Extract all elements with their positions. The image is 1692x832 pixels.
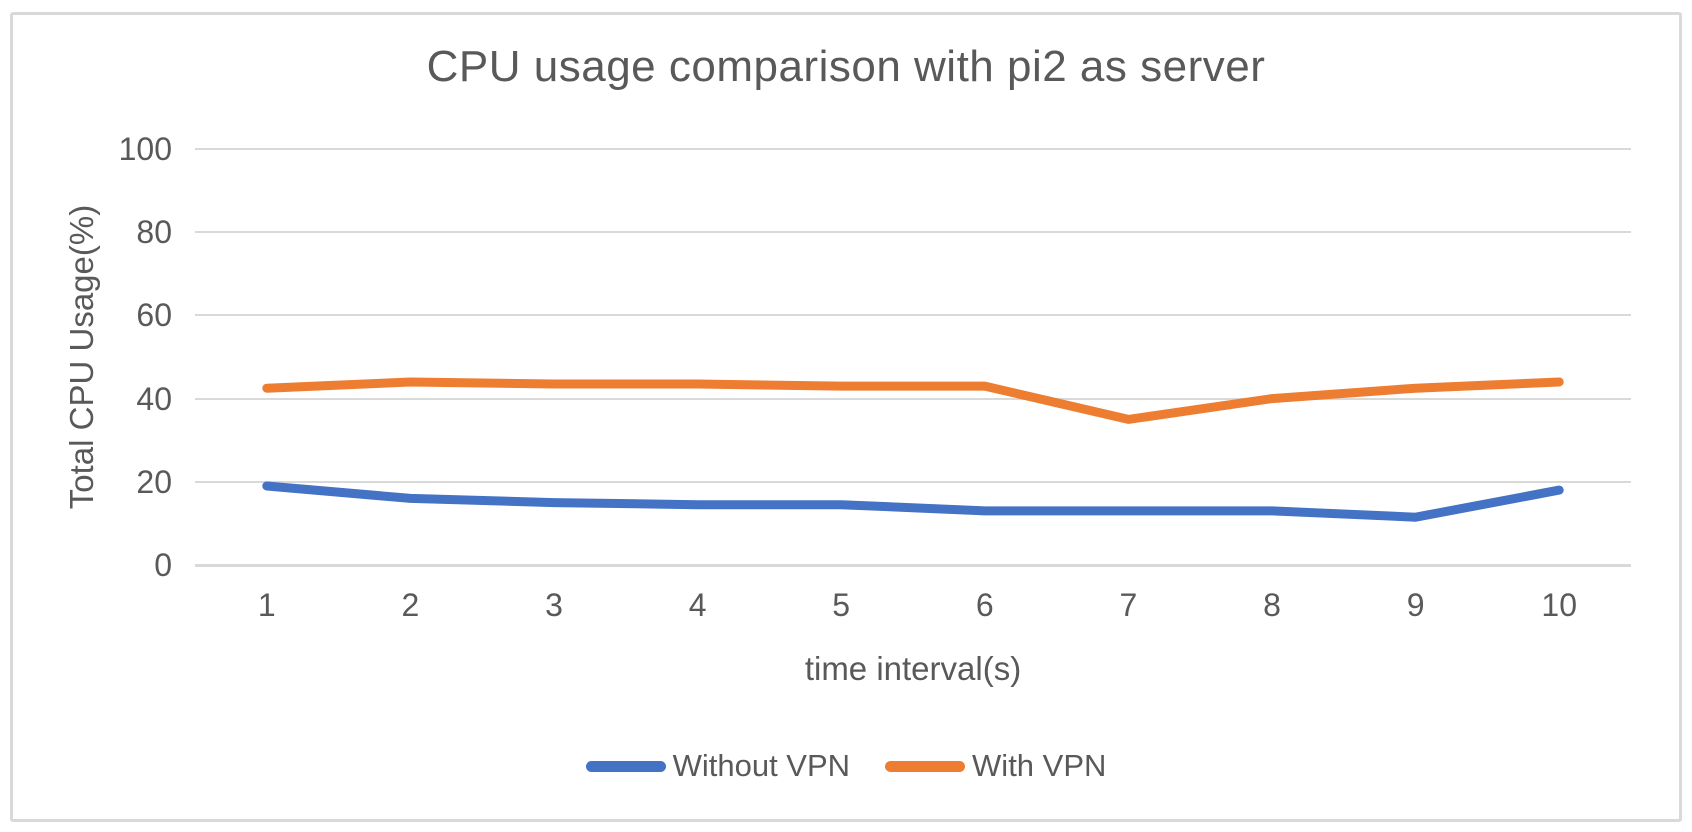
legend-item-without-vpn: Without VPN	[585, 748, 851, 784]
x-axis-line	[195, 564, 1631, 567]
plot-area	[195, 148, 1631, 567]
y-tick-label-0: 0	[154, 547, 172, 583]
legend-item-with-vpn: With VPN	[885, 748, 1106, 784]
x-tick-label-1: 1	[257, 587, 276, 623]
gridline	[195, 148, 1631, 150]
x-tick-label-9: 9	[1406, 587, 1425, 623]
chart-frame-border	[10, 12, 1682, 822]
x-tick-label-2: 2	[401, 587, 420, 623]
line-without-vpn	[262, 481, 1564, 522]
chart-title: CPU usage comparison with pi2 as server	[426, 42, 1266, 91]
y-tick-label-60: 60	[136, 297, 172, 334]
gridline	[195, 231, 1631, 234]
y-tick-label-100: 100	[118, 131, 172, 167]
legend: Without VPN With VPN	[10, 748, 1682, 784]
x-tick-label-8: 8	[1263, 587, 1281, 623]
x-tick-label-6: 6	[975, 587, 994, 623]
legend-swatch-without-vpn	[585, 760, 666, 772]
y-tick-label-40: 40	[136, 380, 172, 417]
y-tick-label-80: 80	[136, 214, 172, 251]
line-with-vpn	[262, 377, 1564, 424]
y-axis-title: Total CPU Usage(%)	[63, 204, 100, 510]
x-tick-label-10: 10	[1541, 587, 1577, 623]
x-tick-label-7: 7	[1119, 587, 1138, 623]
x-tick-label-5: 5	[832, 587, 851, 623]
gridline	[195, 314, 1631, 317]
gridline	[195, 397, 1631, 400]
legend-label-without-vpn: Without VPN	[672, 748, 851, 783]
x-tick-label-3: 3	[545, 587, 563, 623]
legend-swatch-with-vpn	[885, 760, 966, 772]
x-axis-title: time interval(s)	[804, 650, 1022, 687]
series-lines	[262, 377, 1564, 522]
x-tick-label-4: 4	[688, 587, 707, 623]
legend-label-with-vpn: With VPN	[972, 748, 1107, 783]
gridline	[195, 480, 1631, 483]
y-tick-label-20: 20	[136, 463, 172, 500]
